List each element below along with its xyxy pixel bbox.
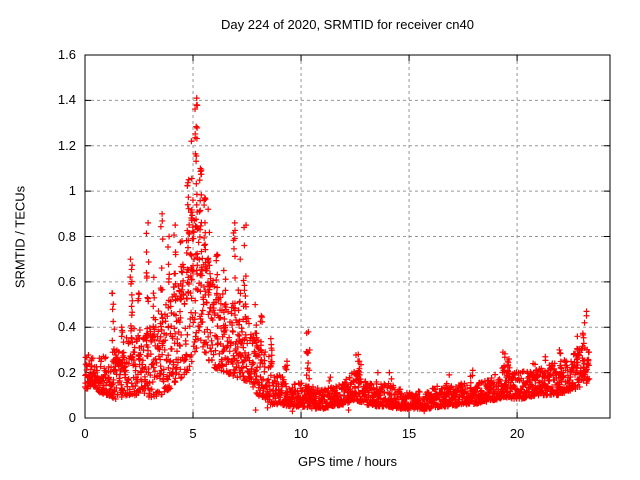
y-tick-label: 1.2 (57, 137, 76, 153)
y-tick-label: 1.6 (57, 47, 76, 62)
x-tick-label: 15 (401, 426, 417, 441)
y-tick-label: 1 (68, 183, 76, 199)
x-axis-tick-labels: 0 5 10 15 20 (0, 427, 640, 445)
x-tick-label: 20 (509, 426, 525, 441)
y-tick-label: 0.4 (57, 319, 76, 335)
chart-title: Day 224 of 2020, SRMTID for receiver cn4… (221, 17, 474, 32)
y-tick-label: 0.6 (57, 273, 76, 289)
x-tick-label: 0 (81, 426, 89, 441)
y-axis-tick-labels: 0 0.2 0.4 0.6 0.8 1 1.2 1.4 1.6 (0, 0, 76, 480)
x-tick-label: 10 (293, 426, 309, 441)
y-tick-label: 1.4 (57, 92, 76, 108)
y-tick-label: 0 (68, 410, 76, 425)
y-tick-label: 0.2 (57, 364, 76, 380)
y-tick-label: 0.8 (57, 228, 76, 244)
x-tick-label: 5 (189, 426, 197, 441)
x-axis-label: GPS time / hours (298, 454, 397, 469)
